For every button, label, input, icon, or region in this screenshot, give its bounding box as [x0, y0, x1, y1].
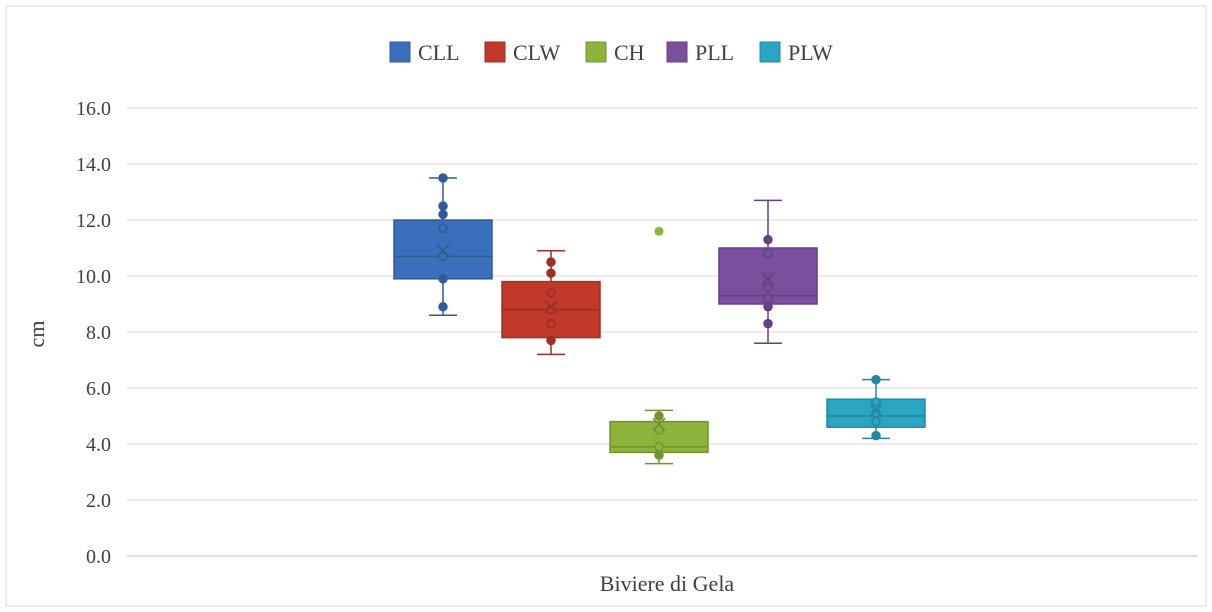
data-point — [871, 416, 881, 427]
legend-label: CLW — [513, 40, 560, 65]
data-point — [546, 268, 556, 278]
data-point — [438, 302, 448, 312]
chart-frame — [5, 5, 1207, 607]
y-axis-title: cm — [24, 321, 49, 348]
data-point — [546, 335, 556, 346]
y-axis-ticks: 0.0 2.0 4.0 6.0 8.0 10.0 12.0 14.0 16.0 — [76, 98, 111, 568]
data-point — [654, 442, 664, 452]
y-tick-label: 10.0 — [76, 266, 111, 288]
data-point — [871, 374, 881, 385]
box-clw — [501, 250, 601, 356]
mean-marker — [761, 272, 775, 286]
y-tick-label: 12.0 — [76, 210, 111, 232]
data-point — [763, 293, 773, 304]
y-tick-label: 8.0 — [86, 322, 111, 344]
legend-item-pll: PLL — [666, 40, 734, 65]
data-point — [654, 425, 664, 435]
legend-label: CH — [614, 40, 645, 65]
y-tick-label: 14.0 — [76, 154, 111, 176]
data-point — [438, 201, 448, 211]
box-plw — [826, 374, 926, 441]
legend-item-clw: CLW — [484, 40, 560, 65]
box-cll — [393, 173, 493, 316]
legend: CLL CLW CH PLL PLW — [389, 40, 833, 65]
box-pll — [718, 199, 818, 344]
data-point — [871, 430, 881, 441]
data-point — [654, 411, 664, 421]
legend-swatch — [484, 41, 506, 63]
data-point — [763, 248, 773, 259]
data-point — [546, 288, 556, 298]
legend-item-ch: CH — [585, 40, 645, 65]
mean-marker — [652, 417, 666, 432]
mean-marker — [436, 244, 450, 258]
data-point — [438, 209, 448, 220]
data-point — [546, 318, 556, 329]
legend-swatch — [759, 41, 781, 63]
legend-label: CLL — [418, 40, 460, 65]
data-point — [654, 450, 664, 460]
y-tick-label: 2.0 — [86, 490, 111, 512]
y-tick-label: 0.0 — [86, 546, 111, 568]
mean-marker — [544, 300, 558, 314]
data-point — [763, 234, 773, 245]
legend-label: PLW — [788, 40, 833, 65]
legend-swatch — [389, 41, 411, 63]
data-point — [438, 223, 448, 234]
data-point — [438, 251, 448, 262]
legend-item-plw: PLW — [759, 40, 833, 65]
x-axis-category-label: Biviere di Gela — [600, 571, 735, 596]
box-ch — [609, 226, 709, 465]
data-point — [763, 282, 773, 292]
data-point — [546, 257, 556, 267]
y-tick-label: 6.0 — [86, 378, 111, 400]
mean-marker — [869, 403, 883, 418]
data-point — [438, 173, 448, 183]
data-point — [763, 302, 773, 312]
y-tick-label: 16.0 — [76, 98, 111, 120]
data-point — [871, 397, 881, 407]
legend-swatch — [585, 41, 607, 63]
y-tick-label: 4.0 — [86, 434, 111, 456]
legend-swatch — [666, 41, 688, 63]
data-point — [438, 274, 448, 284]
legend-item-cll: CLL — [389, 40, 460, 65]
legend-label: PLL — [695, 40, 734, 65]
boxes — [393, 173, 926, 465]
data-point — [763, 318, 773, 329]
gridlines — [127, 107, 1198, 557]
outlier-point — [654, 226, 664, 236]
